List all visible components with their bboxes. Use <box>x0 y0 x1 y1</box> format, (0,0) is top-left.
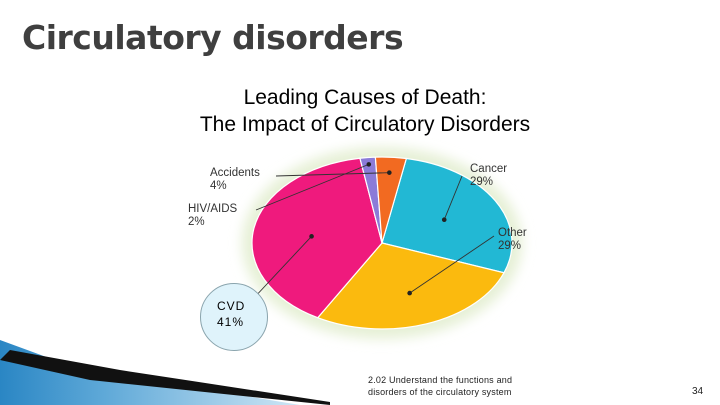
chart-title-line2: The Impact of Circulatory Disorders <box>199 113 531 136</box>
slice-value-cancer: 29% <box>470 176 493 188</box>
leader-line-accidents <box>275 172 390 177</box>
slice-value-accidents: 4% <box>210 180 227 192</box>
swoosh-blue <box>0 340 300 405</box>
cvd-label: CVD <box>217 299 246 313</box>
leader-dot-other <box>407 290 412 296</box>
chart-title-line1: Leading Causes of Death: <box>243 86 487 109</box>
cvd-callout: CVD 41% <box>200 283 268 351</box>
footer-caption: 2.02 Understand the functions and disord… <box>368 374 512 398</box>
leader-dot-accidents <box>387 170 392 175</box>
slice-name-hiv-aids: HIV/AIDS <box>188 203 238 215</box>
slice-value-hiv-aids: 2% <box>188 216 205 228</box>
slice-value-other: 29% <box>498 240 521 252</box>
leader-line-hiv-aids <box>255 163 369 211</box>
footer-line1: 2.02 Understand the functions and <box>368 375 513 385</box>
slice-name-other: Other <box>498 227 527 239</box>
decorative-swoosh <box>0 340 330 405</box>
pie-slice-cancer <box>381 157 513 274</box>
leader-dot-hiv-aids <box>366 162 372 167</box>
cvd-value-label: 41% <box>217 315 245 329</box>
leader-line-cvd <box>251 236 312 301</box>
footer-line2: disorders of the circulatory system <box>368 387 512 397</box>
leader-line-other <box>409 235 495 294</box>
page-number: 34 <box>692 386 704 397</box>
slice-name-cancer: Cancer <box>470 163 507 175</box>
pie-slice-accidents <box>374 156 408 244</box>
leader-dot-cancer <box>441 217 447 223</box>
slice-name-accidents: Accidents <box>210 167 260 179</box>
swoosh-black <box>0 350 330 405</box>
leader-dot-cvd <box>309 234 314 239</box>
slide-title: Circulatory disorders <box>22 18 404 57</box>
leader-line-cancer <box>443 175 463 220</box>
